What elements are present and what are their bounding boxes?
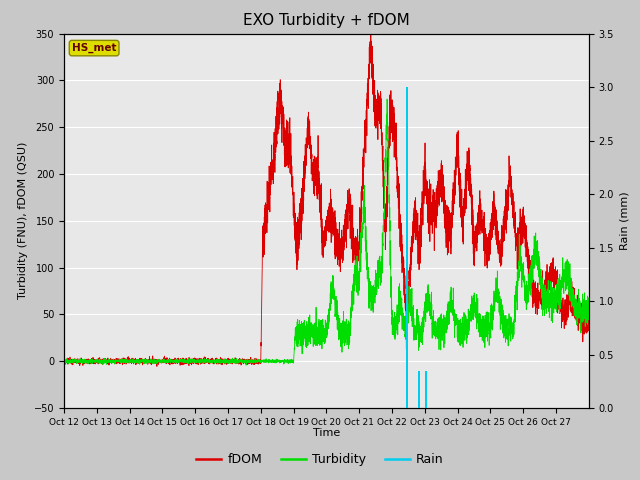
- Text: HS_met: HS_met: [72, 43, 116, 53]
- Bar: [418, 371, 420, 408]
- Bar: [426, 371, 428, 408]
- Bar: [406, 87, 408, 408]
- Bar: [426, 400, 428, 408]
- Y-axis label: Turbidity (FNU), fDOM (QSU): Turbidity (FNU), fDOM (QSU): [18, 142, 28, 300]
- X-axis label: Time: Time: [313, 428, 340, 438]
- Y-axis label: Rain (mm): Rain (mm): [620, 192, 630, 250]
- Legend: fDOM, Turbidity, Rain: fDOM, Turbidity, Rain: [191, 448, 449, 471]
- Title: EXO Turbidity + fDOM: EXO Turbidity + fDOM: [243, 13, 410, 28]
- Bar: [418, 400, 420, 408]
